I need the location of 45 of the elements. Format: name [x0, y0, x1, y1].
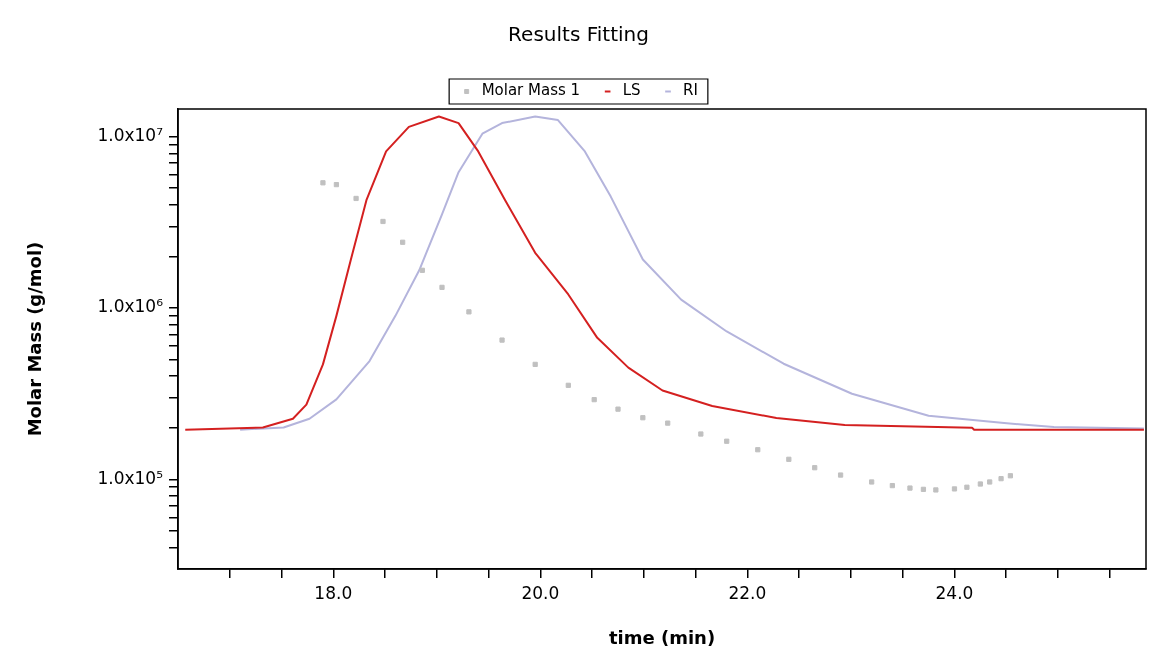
- y-tick-label: 1.0x10⁷: [97, 125, 164, 146]
- point: [466, 309, 472, 315]
- point: [964, 484, 970, 490]
- x-tick-label: 22.0: [728, 582, 767, 603]
- x-axis-title: time (min): [608, 626, 716, 648]
- point: [889, 482, 895, 489]
- point: [499, 337, 505, 343]
- point: [698, 431, 704, 437]
- x-tick-label: 20.0: [521, 582, 560, 603]
- point: [786, 456, 792, 462]
- y-tick-label: 1.0x10⁵: [97, 467, 163, 488]
- y-tick-label: 1.0x10⁶: [97, 296, 164, 317]
- y-axis-title: Molar Mass (g/mol): [24, 241, 46, 437]
- point: [933, 487, 939, 493]
- point: [439, 284, 445, 290]
- legend-label: Molar Mass 1: [481, 81, 581, 100]
- point: [380, 218, 386, 225]
- chart-title: Results Fitting: [508, 22, 649, 47]
- legend-label: RI: [683, 81, 698, 100]
- point: [565, 382, 571, 388]
- point: [998, 476, 1004, 482]
- point: [665, 420, 671, 426]
- point: [977, 481, 983, 487]
- x-tick-label: 18.0: [314, 582, 353, 603]
- point: [615, 406, 621, 412]
- point: [837, 472, 844, 478]
- point: [320, 180, 326, 186]
- point: [869, 479, 875, 485]
- point: [987, 479, 993, 485]
- point: [907, 485, 913, 491]
- x-tick-label: 24.0: [935, 582, 974, 603]
- point: [400, 239, 406, 245]
- point: [812, 465, 818, 471]
- point: [724, 438, 730, 444]
- point: [640, 415, 646, 421]
- point: [532, 361, 538, 367]
- point: [1007, 473, 1013, 479]
- point: [353, 195, 359, 202]
- point: [920, 486, 927, 492]
- point: [333, 181, 340, 188]
- point: [591, 397, 597, 403]
- legend-label: LS: [622, 81, 641, 100]
- point: [951, 486, 958, 492]
- point: [419, 267, 425, 273]
- point: [755, 447, 761, 453]
